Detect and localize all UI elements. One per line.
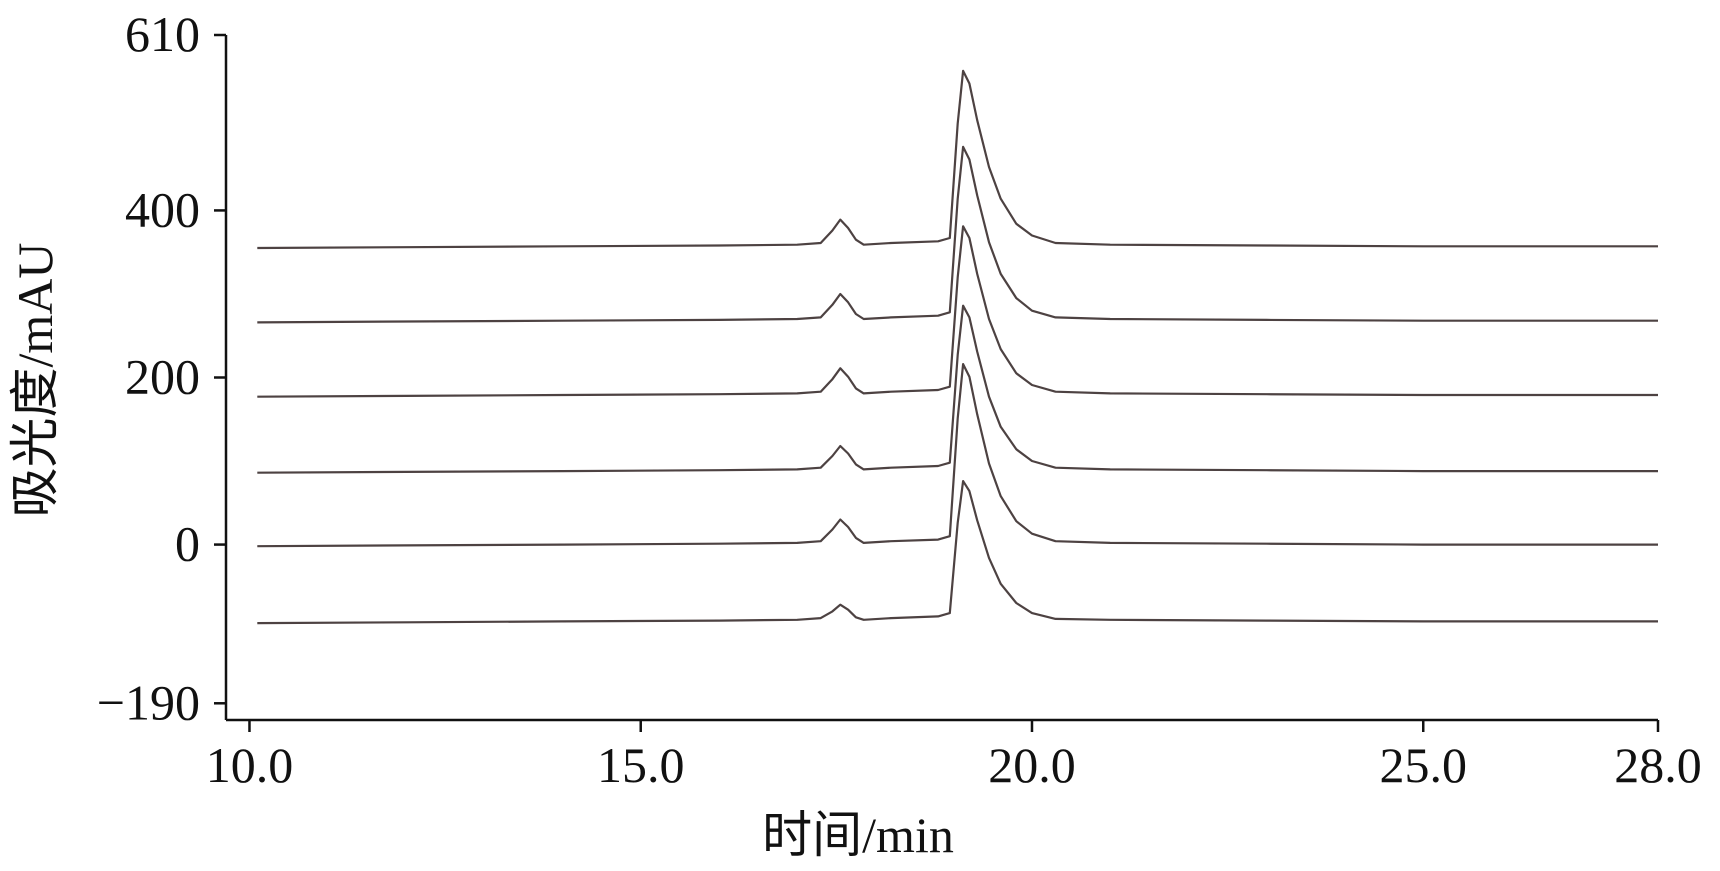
data-line xyxy=(257,225,1658,398)
data-line xyxy=(257,363,1658,548)
y-tick-label: 400 xyxy=(125,181,200,237)
y-axis-label: 吸光度/mAU xyxy=(7,243,63,518)
y-tick-label: 0 xyxy=(175,516,200,572)
x-tick-label: 28.0 xyxy=(1614,737,1702,793)
y-tick-label: 200 xyxy=(125,349,200,405)
y-tick-label: −190 xyxy=(97,674,200,730)
x-axis-label: 时间/min xyxy=(762,807,954,863)
x-tick-label: 25.0 xyxy=(1379,737,1467,793)
data-line xyxy=(257,69,1658,250)
data-line xyxy=(257,145,1658,324)
data-line xyxy=(257,304,1658,474)
x-tick-label: 20.0 xyxy=(988,737,1076,793)
y-tick-label: 610 xyxy=(125,6,200,62)
x-tick-label: 10.0 xyxy=(206,737,294,793)
x-tick-label: 15.0 xyxy=(597,737,685,793)
data-line xyxy=(257,480,1658,625)
